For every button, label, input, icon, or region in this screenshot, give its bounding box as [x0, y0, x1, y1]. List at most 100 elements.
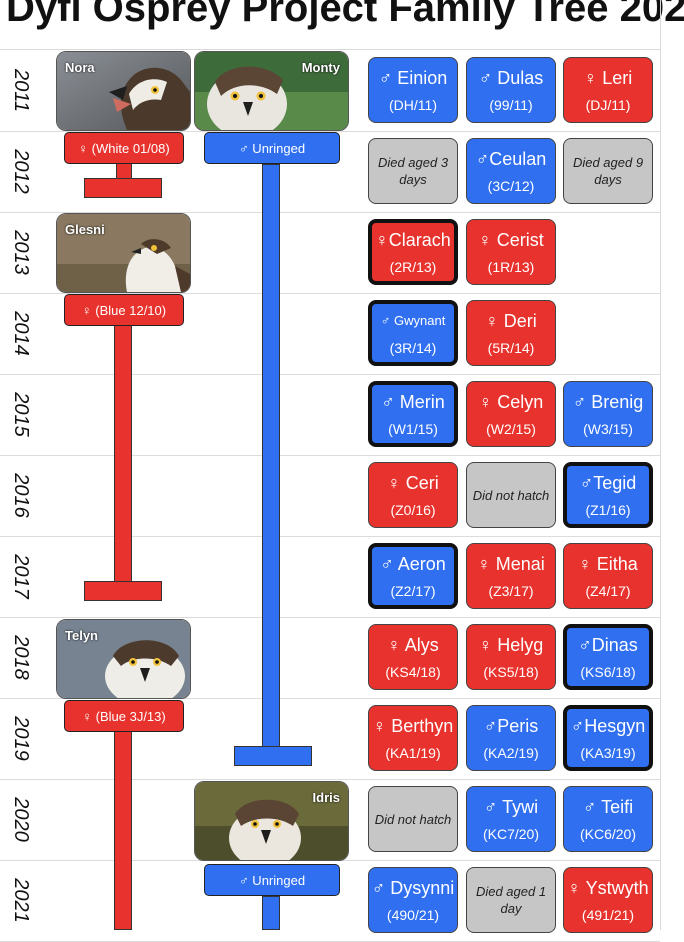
chick-name: ♂ Merin — [381, 392, 445, 412]
chick-name: ♀ Alys — [387, 635, 439, 655]
year-text: 2020 — [9, 796, 32, 842]
row-divider — [0, 698, 660, 699]
row-divider — [0, 779, 660, 780]
monty-name-label: Monty — [301, 60, 340, 75]
frame-line-right — [660, 0, 661, 930]
monty-photo: Monty — [194, 51, 349, 131]
chick-ring-code: (W2/15) — [486, 421, 536, 437]
chick-ring-code: (KS5/18) — [483, 664, 539, 680]
chick-name: ♂Peris — [483, 716, 539, 736]
chick-box-female: ♀ Eitha (Z4/17) — [563, 543, 653, 609]
year-text: 2014 — [9, 310, 32, 356]
monty-ring-tag: ♂ Unringed — [204, 132, 340, 164]
chick-status-box: Died aged 3 days — [368, 138, 458, 204]
chick-box-male: ♂ Brenig (W3/15) — [563, 381, 653, 447]
chick-ring-code: (99/11) — [489, 97, 533, 113]
chick-ring-code: (3C/12) — [487, 178, 535, 194]
telyn-photo: Telyn — [56, 619, 191, 699]
telyn-ring-tag: ♀ (Blue 3J/13) — [64, 700, 184, 732]
chick-status-note: Did not hatch — [374, 811, 452, 827]
year-label: 2012 — [0, 131, 40, 211]
chick-ring-code: (5R/14) — [487, 340, 535, 356]
chick-name: ♀Clarach — [375, 230, 451, 250]
year-label: 2018 — [0, 617, 40, 697]
chick-box-female: ♀ Cerist (1R/13) — [466, 219, 556, 285]
row-divider — [0, 212, 660, 213]
chick-name: ♂Hesgyn — [570, 716, 646, 736]
year-text: 2012 — [9, 148, 32, 194]
row-divider — [0, 455, 660, 456]
telyn-lineage-bar — [114, 731, 132, 930]
chick-ring-code: (W3/15) — [583, 421, 633, 437]
frame-line-top — [0, 49, 660, 50]
year-text: 2015 — [9, 391, 32, 437]
row-divider — [0, 131, 660, 132]
chick-ring-code: (Z0/16) — [390, 502, 436, 518]
chick-status-box: Did not hatch — [368, 786, 458, 852]
chick-box-male: ♂ Einion (DH/11) — [368, 57, 458, 123]
chick-box-female: ♀ Menai (Z3/17) — [466, 543, 556, 609]
chick-ring-code: (DJ/11) — [585, 97, 631, 113]
chick-name: ♀ Menai — [477, 554, 545, 574]
chick-ring-code: (Z4/17) — [585, 583, 631, 599]
chick-name: ♂Tegid — [579, 473, 637, 493]
year-label: 2017 — [0, 536, 40, 616]
chick-box-male: ♂ Dysynni (490/21) — [368, 867, 458, 933]
idris-lineage-bar — [262, 896, 280, 930]
chick-box-female: ♀ Ystwyth (491/21) — [563, 867, 653, 933]
row-divider — [0, 374, 660, 375]
year-text: 2016 — [9, 472, 32, 518]
chick-name: ♀ Eitha — [578, 554, 638, 574]
chick-name: ♀ Berthyn — [372, 716, 454, 736]
chick-box-female: ♀ Alys (KS4/18) — [368, 624, 458, 690]
nora-lineage-end — [84, 178, 162, 198]
chick-box-male: ♂ Tywi (KC7/20) — [466, 786, 556, 852]
year-label: 2011 — [0, 50, 40, 130]
monty-lineage-end — [234, 746, 312, 766]
chick-name: ♂ Teifi — [582, 797, 634, 817]
chick-status-box: Died aged 1 day — [466, 867, 556, 933]
row-divider — [0, 617, 660, 618]
chick-box-female: ♀ Ceri (Z0/16) — [368, 462, 458, 528]
chick-name: ♂ Einion — [378, 68, 448, 88]
chick-status-note: Died aged 1 day — [475, 884, 547, 916]
chick-status-note: Died aged 3 days — [377, 155, 449, 187]
idris-name-label: Idris — [312, 790, 340, 805]
year-label: 2019 — [0, 698, 40, 778]
year-label: 2021 — [0, 860, 40, 940]
year-label: 2016 — [0, 455, 40, 535]
chick-box-male: ♂Tegid (Z1/16) — [563, 462, 653, 528]
year-text: 2019 — [9, 715, 32, 761]
chick-status-note: Did not hatch — [472, 487, 550, 503]
glesni-lineage-bar — [114, 325, 132, 587]
year-text: 2018 — [9, 634, 32, 680]
chick-name: ♂Ceulan — [475, 149, 547, 169]
chick-ring-code: (2R/13) — [389, 259, 437, 275]
chick-ring-code: (3R/14) — [389, 340, 437, 356]
chick-box-female: ♀ Celyn (W2/15) — [466, 381, 556, 447]
chick-ring-code: (KA1/19) — [385, 745, 441, 761]
nora-photo: Nora — [56, 51, 191, 131]
chick-ring-code: (Z3/17) — [488, 583, 534, 599]
chick-name: ♀ Leri — [583, 68, 633, 88]
chick-name: ♀ Cerist — [478, 230, 544, 250]
chick-name: ♂ Dysynni — [371, 878, 455, 898]
chick-status-note: Died aged 9 days — [572, 155, 644, 187]
year-text: 2013 — [9, 229, 32, 275]
glesni-lineage-end — [84, 581, 162, 601]
chick-box-male: ♂Hesgyn (KA3/19) — [563, 705, 653, 771]
chick-name: ♀ Ceri — [387, 473, 439, 493]
chick-ring-code: (Z1/16) — [585, 502, 631, 518]
chick-ring-code: (1R/13) — [487, 259, 535, 275]
chick-ring-code: (490/21) — [386, 907, 440, 923]
chick-box-male: ♂Ceulan (3C/12) — [466, 138, 556, 204]
year-text: 2011 — [9, 68, 32, 112]
chick-box-female: ♀ Deri (5R/14) — [466, 300, 556, 366]
chick-box-male: ♂ Gwynant (3R/14) — [368, 300, 458, 366]
chick-box-male: ♂ Dulas (99/11) — [466, 57, 556, 123]
chick-box-male: ♂Peris (KA2/19) — [466, 705, 556, 771]
telyn-name-label: Telyn — [65, 628, 98, 643]
chick-name: ♂ Gwynant — [380, 313, 446, 328]
nora-ring-tag: ♀ (White 01/08) — [64, 132, 184, 164]
chick-name: ♂ Dulas — [478, 68, 544, 88]
